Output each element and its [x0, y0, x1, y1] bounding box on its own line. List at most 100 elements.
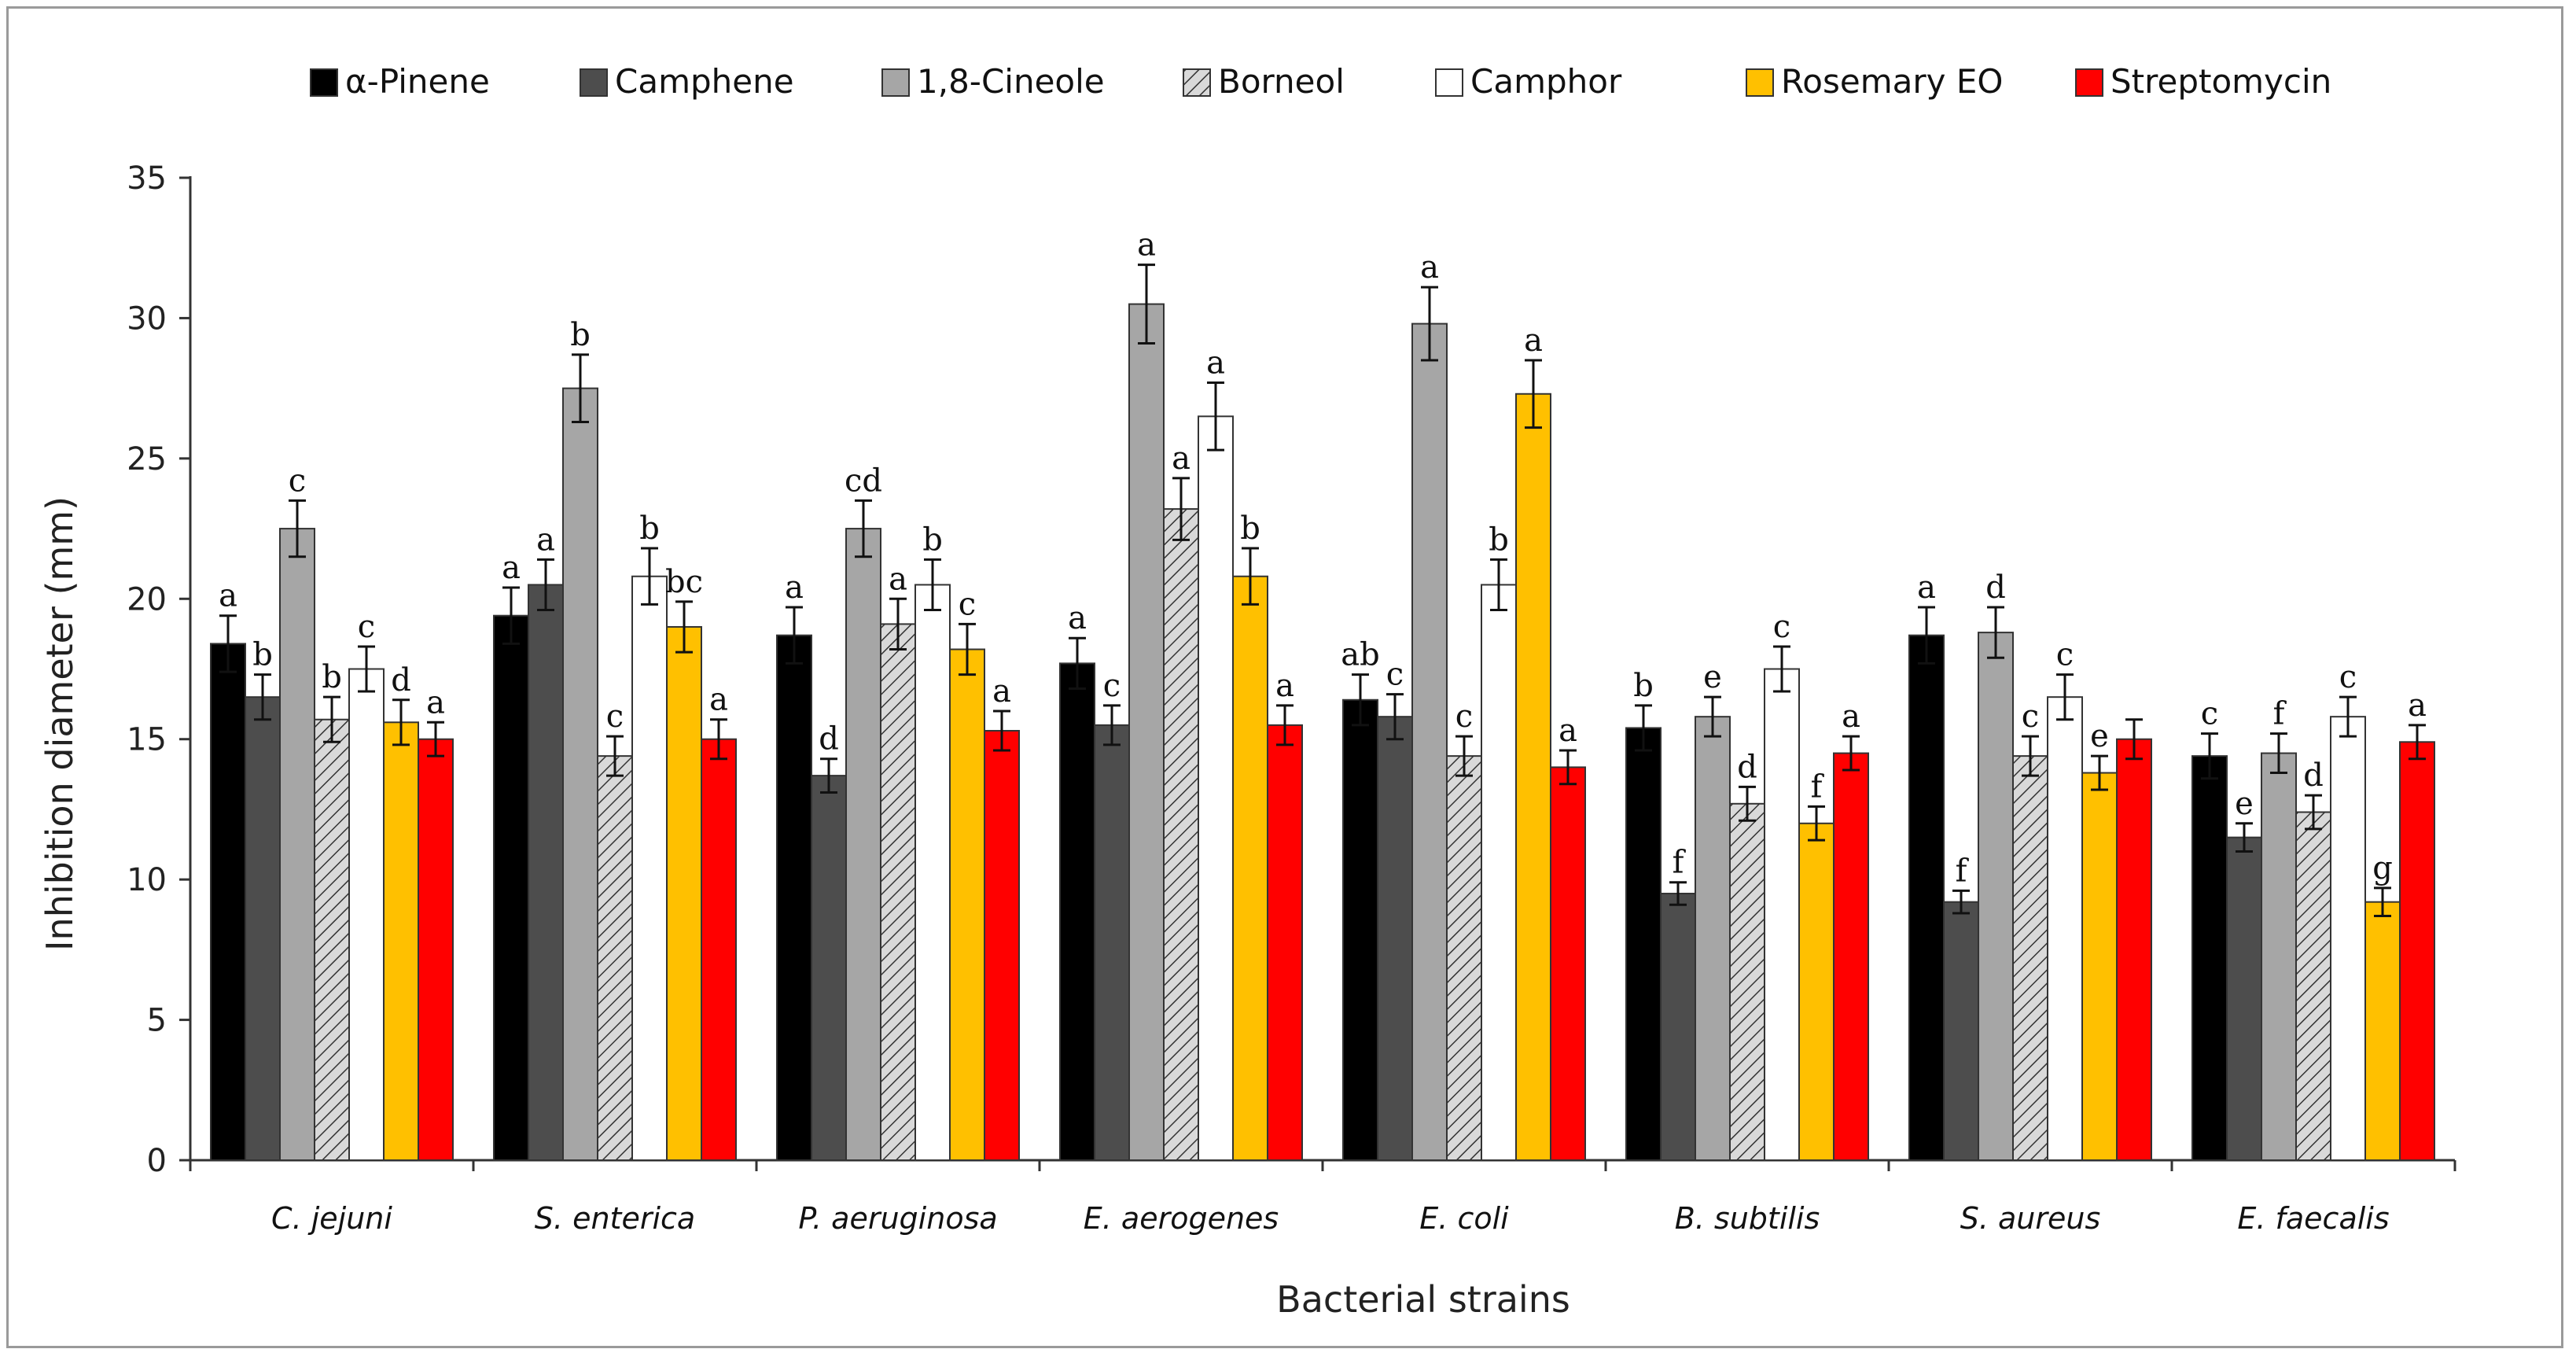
- significance-label: b: [639, 510, 660, 547]
- significance-label: f: [1956, 853, 1970, 889]
- significance-label: a: [1137, 227, 1156, 264]
- significance-label: c: [2056, 637, 2074, 673]
- bar: [949, 648, 985, 1161]
- significance-label: e: [1703, 659, 1722, 695]
- bar: [1695, 716, 1731, 1161]
- bar: [2330, 716, 2366, 1161]
- legend-label: 1,8-Cineole: [917, 62, 1105, 101]
- bar: [2399, 741, 2435, 1161]
- legend-swatch: [2075, 68, 2103, 97]
- x-tick-label: S. enterica: [535, 1201, 695, 1236]
- bar: [880, 623, 916, 1161]
- bar: [418, 738, 454, 1161]
- bar: [1342, 698, 1378, 1161]
- bar: [631, 575, 668, 1161]
- legend-label: Camphene: [615, 62, 794, 101]
- significance-label: a: [426, 684, 445, 721]
- bar: [562, 387, 598, 1161]
- significance-label: c: [959, 586, 976, 622]
- bar: [1481, 584, 1517, 1161]
- bar: [701, 738, 737, 1161]
- bar: [1163, 508, 1199, 1161]
- bar: [2191, 755, 2228, 1161]
- significance-label: c: [2339, 659, 2357, 695]
- significance-label: d: [1985, 569, 2006, 606]
- bar: [210, 643, 246, 1161]
- significance-label: a: [1524, 322, 1543, 359]
- bar: [1660, 892, 1696, 1161]
- y-axis: 0 5 10 15 20 25 30 35: [127, 160, 192, 1179]
- y-axis-title: Inhibition diameter (mm): [39, 496, 81, 951]
- significance-label: a: [1842, 698, 1860, 735]
- significance-label: a: [785, 569, 804, 606]
- significance-label: a: [1420, 249, 1439, 286]
- significance-label: bc: [665, 564, 703, 600]
- legend-swatch: [1435, 68, 1463, 97]
- significance-label: e: [2090, 718, 2109, 754]
- significance-label: a: [889, 561, 907, 597]
- significance-label: d: [391, 662, 411, 698]
- bar: [279, 528, 315, 1161]
- significance-label: f: [2273, 696, 2287, 732]
- bar: [811, 775, 847, 1161]
- bar: [1515, 393, 1551, 1161]
- x-tick-label: E. faecalis: [2237, 1201, 2389, 1236]
- y-tick-label: 25: [127, 441, 167, 477]
- legend-swatch: [1183, 68, 1211, 97]
- bar: [2295, 811, 2331, 1162]
- bar: [1764, 668, 1800, 1161]
- bar: [914, 584, 951, 1161]
- x-tick-label: B. subtilis: [1675, 1201, 1820, 1236]
- bar: [845, 528, 881, 1161]
- legend-swatch: [310, 68, 338, 97]
- bar: [1446, 755, 1482, 1161]
- bar: [1729, 802, 1765, 1161]
- bar: [1059, 662, 1095, 1161]
- bar: [666, 625, 702, 1161]
- x-tick-label: C. jejuni: [271, 1201, 392, 1236]
- bar: [1377, 716, 1413, 1161]
- legend-label: α-Pinene: [345, 62, 490, 101]
- significance-label: b: [1489, 522, 1509, 558]
- significance-label: ab: [1341, 637, 1379, 673]
- legend-label: Camphor: [1470, 62, 1622, 101]
- bar: [984, 730, 1020, 1161]
- significance-label: c: [358, 609, 375, 645]
- y-tick-label: 5: [147, 1003, 167, 1039]
- significance-label: a: [1917, 569, 1936, 606]
- legend-label: Rosemary EO: [1781, 62, 2003, 101]
- legend: α-Pinene Camphene 1,8-Cineole Borneol Campho…: [310, 62, 2331, 101]
- significance-label: d: [2303, 757, 2324, 794]
- bar: [493, 614, 529, 1161]
- legend-label: Streptomycin: [2110, 62, 2331, 101]
- y-tick-label: 20: [127, 581, 167, 617]
- y-tick-label: 10: [127, 862, 167, 898]
- y-tick-label: 35: [127, 160, 167, 197]
- significance-label: b: [1240, 510, 1260, 547]
- significance-label: b: [252, 637, 273, 673]
- significance-label: a: [1206, 345, 1225, 381]
- legend-swatch: [580, 68, 608, 97]
- significance-label: c: [1103, 668, 1121, 704]
- bar: [597, 755, 633, 1161]
- x-axis: C. jejuni S. enterica P. aeruginosa E. aero…: [189, 1159, 2456, 1236]
- bar: [776, 634, 812, 1161]
- bar: [1232, 575, 1268, 1161]
- x-tick-label: P. aeruginosa: [798, 1201, 997, 1236]
- significance-label: e: [2235, 786, 2254, 822]
- bar: [2081, 772, 2118, 1162]
- significance-label: c: [1455, 698, 1473, 735]
- significance-label: a: [992, 673, 1011, 709]
- significance-label: c: [2022, 698, 2039, 735]
- bar: [1908, 634, 1945, 1161]
- x-tick-label: S. aureus: [1960, 1201, 2101, 1236]
- significance-label: c: [606, 698, 624, 735]
- bar: [2261, 752, 2297, 1161]
- bar: [1625, 727, 1662, 1161]
- bar: [1267, 724, 1303, 1161]
- significance-label: cd: [845, 463, 882, 499]
- bar: [348, 668, 385, 1161]
- significance-label: a: [502, 550, 521, 586]
- bar: [2116, 738, 2152, 1161]
